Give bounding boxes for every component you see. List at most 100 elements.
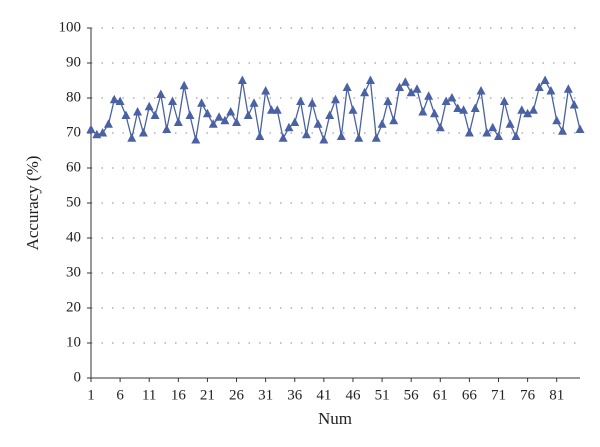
marker xyxy=(220,115,230,125)
marker xyxy=(418,107,428,116)
marker xyxy=(307,98,317,107)
marker xyxy=(144,101,154,111)
marker xyxy=(558,126,568,135)
x-tick-label: 41 xyxy=(316,387,331,403)
marker xyxy=(98,128,108,137)
marker xyxy=(336,131,346,140)
marker xyxy=(191,135,201,144)
x-tick-label: 31 xyxy=(258,387,273,403)
y-tick-label: 0 xyxy=(74,369,82,385)
marker xyxy=(173,117,183,126)
marker xyxy=(528,105,538,114)
marker xyxy=(389,115,399,125)
marker xyxy=(424,91,434,100)
marker xyxy=(505,119,515,128)
marker xyxy=(109,94,119,104)
y-tick-label: 70 xyxy=(66,124,81,140)
marker xyxy=(185,110,195,119)
y-tick-label: 80 xyxy=(66,89,81,105)
marker xyxy=(470,103,480,112)
marker xyxy=(208,119,218,128)
marker xyxy=(354,133,364,142)
marker xyxy=(301,129,311,139)
marker xyxy=(237,75,247,84)
marker xyxy=(406,87,416,97)
x-tick-label: 56 xyxy=(404,387,420,403)
marker xyxy=(360,87,370,97)
x-tick-label: 61 xyxy=(433,387,448,403)
marker xyxy=(278,133,288,142)
marker xyxy=(179,80,189,90)
marker xyxy=(296,96,306,105)
marker xyxy=(342,82,352,91)
marker xyxy=(563,84,573,93)
marker xyxy=(499,96,509,105)
marker xyxy=(575,124,585,133)
marker xyxy=(331,94,340,104)
marker xyxy=(214,112,224,121)
marker xyxy=(365,75,375,84)
marker xyxy=(400,77,410,86)
marker xyxy=(325,110,335,119)
marker xyxy=(412,84,422,93)
marker xyxy=(569,100,579,109)
x-tick-label: 1 xyxy=(87,387,95,403)
marker xyxy=(197,98,207,107)
marker xyxy=(261,86,271,95)
marker xyxy=(464,128,474,137)
marker xyxy=(371,133,381,142)
marker xyxy=(459,105,469,114)
marker xyxy=(121,110,131,119)
marker xyxy=(546,86,556,95)
marker xyxy=(232,117,242,126)
marker xyxy=(395,82,405,91)
y-tick-label: 10 xyxy=(66,334,81,350)
marker xyxy=(383,96,393,105)
x-tick-label: 71 xyxy=(491,387,506,403)
marker xyxy=(540,75,550,84)
marker xyxy=(168,96,177,105)
y-tick-label: 90 xyxy=(66,54,81,70)
x-tick-label: 51 xyxy=(375,387,390,403)
marker xyxy=(150,110,160,119)
y-tick-label: 30 xyxy=(66,264,81,280)
y-tick-label: 50 xyxy=(66,194,81,210)
x-tick-label: 66 xyxy=(462,387,478,403)
marker xyxy=(162,124,172,133)
marker xyxy=(441,96,451,105)
marker xyxy=(348,105,358,114)
marker xyxy=(447,93,457,102)
marker xyxy=(226,107,236,116)
marker xyxy=(266,105,276,114)
marker xyxy=(523,108,533,118)
x-tick-label: 11 xyxy=(142,387,156,403)
marker xyxy=(517,105,527,114)
marker xyxy=(476,86,486,95)
marker xyxy=(488,122,498,132)
x-tick-label: 26 xyxy=(229,387,245,403)
marker xyxy=(115,96,125,105)
marker xyxy=(290,117,300,126)
marker xyxy=(133,107,143,116)
marker xyxy=(429,108,439,118)
y-tick-label: 40 xyxy=(66,229,81,245)
y-tick-label: 60 xyxy=(66,159,81,175)
marker xyxy=(284,122,294,132)
x-tick-label: 16 xyxy=(171,387,187,403)
x-axis-label: Num xyxy=(318,409,352,428)
marker xyxy=(249,98,259,107)
marker xyxy=(511,131,521,140)
x-tick-label: 6 xyxy=(116,387,124,403)
marker xyxy=(313,119,323,128)
x-tick-label: 21 xyxy=(200,387,215,403)
marker xyxy=(243,110,253,119)
marker xyxy=(552,115,562,125)
x-tick-label: 81 xyxy=(549,387,564,403)
marker xyxy=(138,128,148,137)
x-tick-label: 76 xyxy=(520,387,536,403)
marker xyxy=(435,122,445,132)
marker xyxy=(319,135,329,144)
marker xyxy=(494,131,503,140)
